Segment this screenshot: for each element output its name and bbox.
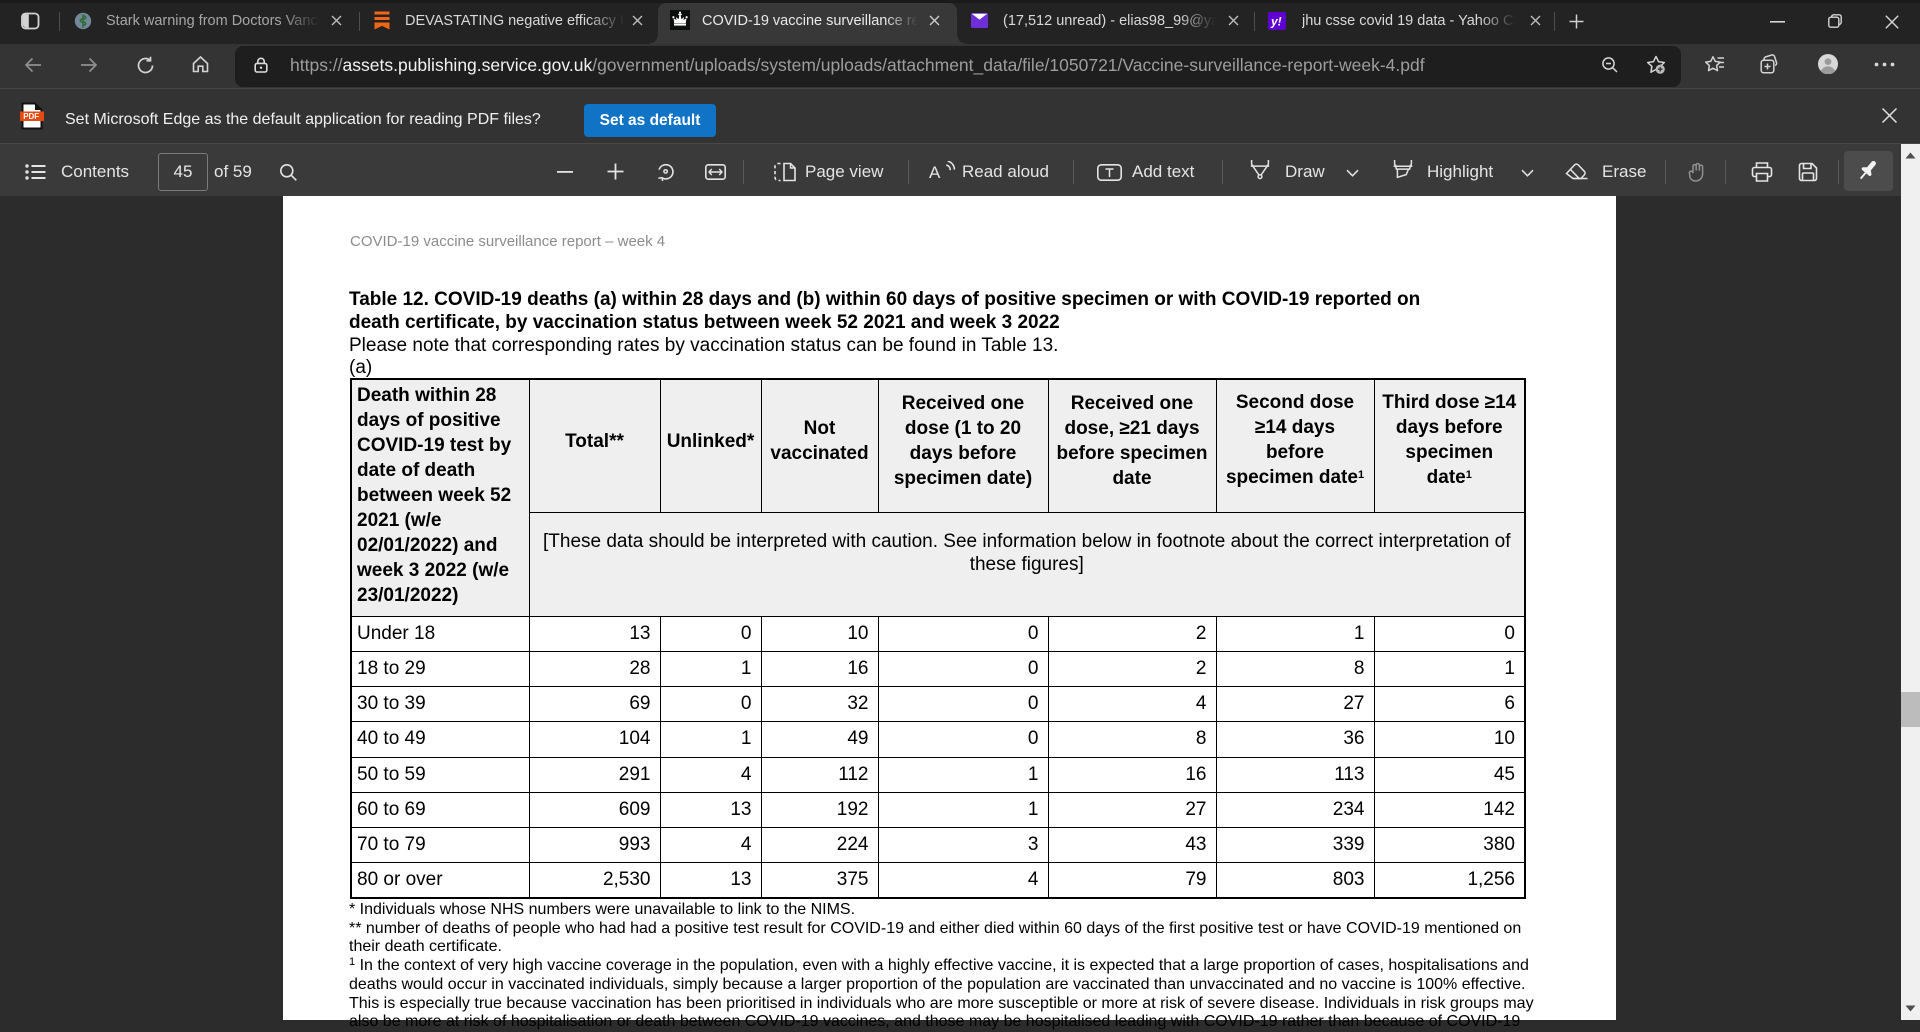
svg-text:y!: y!: [1270, 15, 1282, 29]
svg-text:A: A: [929, 163, 941, 182]
svg-text:PDF: PDF: [23, 112, 39, 121]
